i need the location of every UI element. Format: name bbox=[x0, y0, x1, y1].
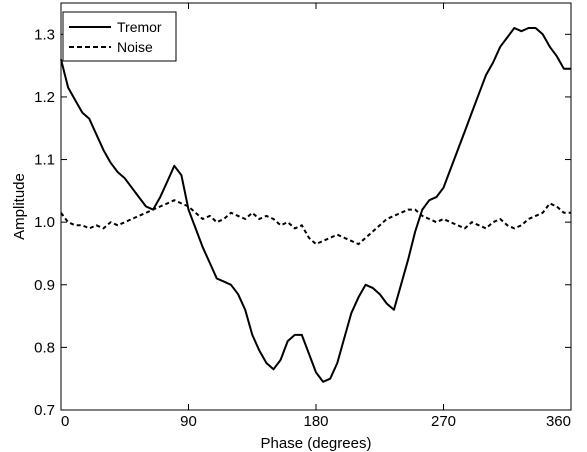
y-tick-label: 1.3 bbox=[34, 26, 55, 43]
series-line-noise bbox=[60, 199, 571, 246]
axis-ticks: 0 90 180 270 360 0.7 0.8 0.9 1.0 1.1 1.2 1.3 bbox=[34, 3, 572, 430]
y-tick-label: 0.7 bbox=[34, 402, 55, 419]
y-tick-label: 0.8 bbox=[34, 339, 55, 356]
y-tick-label: 1.2 bbox=[34, 89, 55, 106]
x-tick-label: 360 bbox=[546, 413, 571, 430]
x-tick-label: 0 bbox=[61, 413, 69, 430]
x-tick-label: 90 bbox=[180, 413, 197, 430]
legend: Tremor Noise bbox=[62, 11, 177, 62]
x-tick-label: 180 bbox=[303, 413, 328, 430]
plot-frame bbox=[60, 2, 572, 411]
legend-label-noise: Noise bbox=[117, 39, 153, 55]
y-tick-label: 1.1 bbox=[34, 152, 55, 169]
y-tick-label: 0.9 bbox=[34, 277, 55, 294]
legend-label-tremor: Tremor bbox=[117, 19, 162, 35]
x-tick-label: 270 bbox=[431, 413, 456, 430]
x-axis-label: Phase (degrees) bbox=[261, 435, 372, 452]
plot-area bbox=[60, 27, 571, 383]
y-axis-label: Amplitude bbox=[11, 173, 28, 240]
y-tick-label: 1.0 bbox=[34, 214, 55, 231]
series-line-tremor bbox=[60, 27, 571, 383]
legend-box bbox=[62, 11, 177, 62]
